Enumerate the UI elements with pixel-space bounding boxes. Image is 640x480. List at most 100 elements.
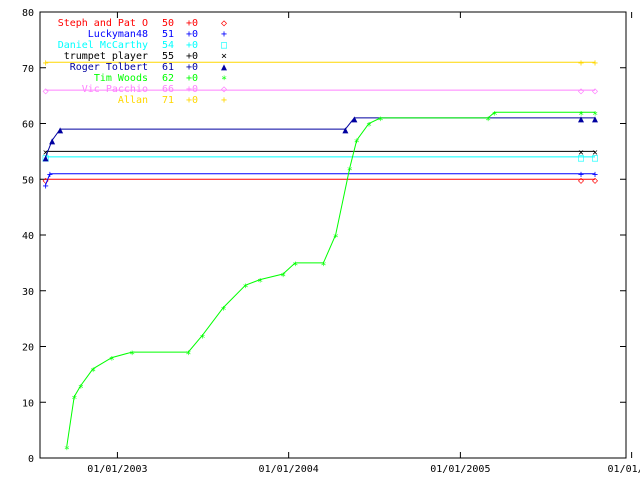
series-3: × × × — [43, 147, 598, 158]
legend: Steph and Pat O 50 +0 ◇Luckyman48 51 +0 +Danie… — [58, 18, 227, 106]
data-point: □ — [578, 153, 584, 164]
legend-name: trumpet player — [64, 51, 148, 62]
legend-change: +0 — [186, 95, 198, 106]
legend-name: Tim Woods — [94, 73, 148, 84]
data-point: ◇ — [578, 86, 584, 97]
axis-ticks: 0 10 20 30 40 50 60 70 80 01/01/2003 01/01/2004 01/… — [22, 8, 640, 475]
legend-rating: 51 — [162, 29, 174, 40]
series-5: ∗∗∗∗∗∗ ∗∗∗∗∗∗∗ ∗∗∗∗∗∗ ∗∗ ∗ ∗ — [64, 108, 598, 454]
data-point: ∗ — [185, 348, 191, 359]
data-point: ▲ — [351, 114, 357, 125]
series-4: ▲▲▲ ▲▲ ▲ ▲ — [43, 114, 598, 164]
data-point: ∗ — [280, 270, 286, 281]
data-point: ▲ — [342, 125, 348, 136]
data-point: ∗ — [333, 231, 339, 242]
legend-change: +0 — [186, 51, 198, 62]
data-point: ◇ — [43, 86, 49, 97]
data-point: ▲ — [592, 114, 598, 125]
legend-change: +0 — [186, 18, 198, 29]
x-tick-label: 01/01/2005 — [430, 464, 490, 475]
data-point: + — [578, 58, 584, 69]
legend-marker: + — [221, 29, 227, 40]
data-point: □ — [43, 153, 49, 164]
data-point: ∗ — [257, 276, 263, 287]
data-point: ∗ — [129, 348, 135, 359]
series-line — [66, 111, 595, 447]
y-tick-label: 20 — [22, 343, 34, 354]
y-tick-label: 30 — [22, 287, 34, 298]
data-point: ◇ — [43, 175, 49, 186]
legend-marker: ∗ — [221, 73, 227, 84]
data-point: ∗ — [220, 303, 226, 314]
legend-change: +0 — [186, 62, 198, 73]
data-point: ∗ — [347, 164, 353, 175]
y-tick-label: 50 — [22, 175, 34, 186]
legend-item: Luckyman48 51 +0 + — [88, 29, 227, 40]
data-point: ▲ — [43, 153, 49, 164]
series-0: ◇ ◇ ◇ — [43, 175, 598, 186]
data-point: ∗ — [578, 108, 584, 119]
series-line — [45, 173, 595, 185]
data-point: × — [578, 147, 584, 158]
data-point: ▲ — [578, 114, 584, 125]
data-point: ∗ — [492, 108, 498, 119]
data-point: ∗ — [485, 114, 491, 125]
legend-rating: 50 — [162, 18, 174, 29]
legend-name: Vic Pacchio — [82, 84, 148, 95]
series-line — [45, 117, 595, 158]
legend-rating: 66 — [162, 84, 174, 95]
data-point: ◇ — [578, 175, 584, 186]
x-tick-label: 01/01/2004 — [259, 464, 319, 475]
legend-marker: ▲ — [221, 62, 227, 73]
legend-name: Luckyman48 — [88, 29, 148, 40]
legend-item: Allan 71 +0 + — [118, 95, 227, 106]
data-point: ∗ — [199, 331, 205, 342]
data-point: + — [578, 170, 584, 181]
data-point: ∗ — [109, 354, 115, 365]
data-point: + — [47, 170, 53, 181]
x-tick-label: 01/01/2003 — [87, 464, 147, 475]
legend-name: Roger Tolbert — [70, 62, 148, 73]
legend-marker: □ — [221, 40, 227, 51]
series-1: ++ + + — [43, 170, 598, 192]
legend-item: Daniel McCarthy 54 +0 □ — [58, 40, 227, 51]
data-point: ∗ — [354, 136, 360, 147]
x-tick-label: 01/01/20 — [608, 464, 640, 475]
legend-item: Steph and Pat O 50 +0 ◇ — [58, 18, 227, 29]
y-tick-label: 60 — [22, 120, 34, 131]
legend-change: +0 — [186, 73, 198, 84]
legend-rating: 62 — [162, 73, 174, 84]
legend-marker: ◇ — [221, 18, 227, 29]
data-point: ▲ — [57, 125, 63, 136]
data-point: ∗ — [378, 114, 384, 125]
data-point: + — [592, 170, 598, 181]
data-point: ∗ — [64, 443, 70, 454]
legend-item: Roger Tolbert 61 +0 ▲ — [70, 62, 227, 73]
data-point: ∗ — [320, 259, 326, 270]
legend-change: +0 — [186, 84, 198, 95]
legend-item: Vic Pacchio 66 +0 ◇ — [82, 84, 227, 95]
legend-name: Steph and Pat O — [58, 18, 148, 29]
data-point: ▲ — [49, 136, 55, 147]
legend-rating: 61 — [162, 62, 174, 73]
data-point: + — [43, 58, 49, 69]
legend-rating: 54 — [162, 40, 174, 51]
data-point: ◇ — [592, 175, 598, 186]
data-point: ◇ — [592, 86, 598, 97]
data-point: ∗ — [78, 382, 84, 393]
data-point: □ — [592, 153, 598, 164]
data-point: ∗ — [242, 281, 248, 292]
legend-marker: + — [221, 95, 227, 106]
data-point: ∗ — [292, 259, 298, 270]
data-point: ∗ — [71, 393, 77, 404]
y-tick-label: 40 — [22, 231, 34, 242]
legend-name: Allan — [118, 95, 148, 106]
legend-change: +0 — [186, 40, 198, 51]
series-layer: ◇ ◇ ◇++ + +□ □ □× × ×▲▲▲ ▲▲ ▲ ▲∗∗∗∗∗∗ ∗∗∗∗∗∗∗ ∗∗∗∗∗∗ ∗… — [43, 58, 598, 454]
legend-marker: ◇ — [221, 84, 227, 95]
legend-item: Tim Woods 62 +0 ∗ — [94, 73, 227, 84]
y-tick-label: 70 — [22, 64, 34, 75]
legend-change: +0 — [186, 29, 198, 40]
legend-rating: 71 — [162, 95, 174, 106]
